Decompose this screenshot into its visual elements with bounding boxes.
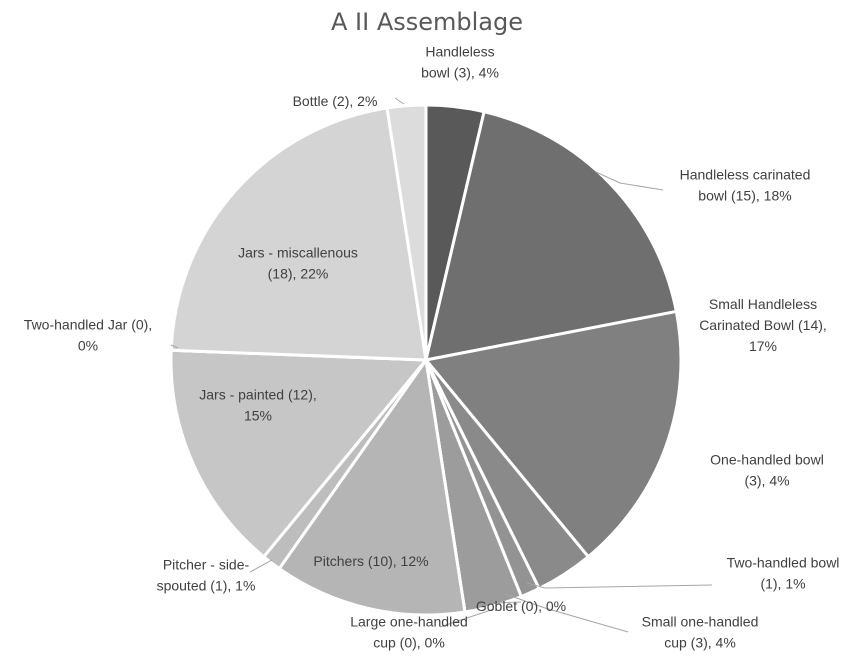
- slice-label-handleless-carinated-bowl: Handleless carinated bowl (15), 18%: [680, 167, 811, 204]
- slice-label-handleless-bowl: Handleless bowl (3), 4%: [421, 44, 499, 81]
- pie-slice-small-handleless-carinated-bowl: [423, 309, 683, 559]
- slice-label-line: Jars - miscallenous: [238, 245, 358, 261]
- slice-label-line: bowl (3), 4%: [421, 65, 499, 81]
- slice-label-line: Carinated Bowl (14),: [699, 317, 827, 333]
- chart-title: A II Assemblage: [331, 8, 523, 36]
- slice-label-two-handled-bowl: Two-handled bowl (1), 1%: [727, 555, 840, 592]
- slice-label-pitcher-side-spouted: Pitcher - side-spouted (1), 1%: [157, 557, 256, 594]
- slice-label-line: Bottle (2), 2%: [293, 93, 378, 109]
- pie-slices: [169, 103, 683, 617]
- pie-slice-bottle: [385, 103, 428, 361]
- leader-line-pitcher-side-spouted: [249, 559, 273, 573]
- slice-label-line: Handleless carinated: [680, 167, 811, 183]
- slice-label-line: Pitcher - side-: [163, 557, 250, 573]
- pie-slice-handleless-carinated-bowl: [424, 109, 679, 362]
- slice-label-goblet: Goblet (0), 0%: [476, 598, 566, 614]
- slice-label-small-handleless-carinated-bowl: Small Handleless Carinated Bowl (14), 17%: [699, 296, 827, 354]
- slice-labels: Handleless bowl (3), 4% Handleless carinat…: [24, 44, 840, 651]
- slice-label-line: Two-handled bowl: [727, 555, 840, 571]
- slice-label-bottle: Bottle (2), 2%: [293, 93, 378, 109]
- slice-label-line: cup (3), 4%: [664, 635, 736, 651]
- slice-label-jars-miscallenous: Jars - miscallenous (18), 22%: [238, 245, 358, 282]
- slice-label-line: Two-handled Jar (0),: [24, 317, 152, 333]
- slice-label-line: 17%: [749, 338, 777, 354]
- slice-label-line: 0%: [78, 338, 98, 354]
- slice-label-line: (1), 1%: [760, 576, 805, 592]
- slice-label-line: Goblet (0), 0%: [476, 598, 566, 614]
- leader-line-large-one-handled-cup: [439, 608, 495, 628]
- pie-slice-jars-miscallenous: [169, 106, 428, 362]
- slice-label-line: cup (0), 0%: [373, 635, 445, 651]
- slice-label-one-handled-bowl: One-handled bowl (3), 4%: [710, 452, 824, 489]
- slice-label-line: Large one-handled: [350, 614, 468, 630]
- leader-line-small-one-handled-cup: [504, 593, 629, 633]
- leader-line-two-handled-bowl: [526, 582, 713, 589]
- slice-label-jars-painted: Jars - painted (12), 15%: [199, 387, 317, 424]
- leader-line-goblet: [496, 601, 522, 604]
- slice-label-pitchers: Pitchers (10), 12%: [313, 553, 428, 569]
- slice-label-line: (3), 4%: [744, 473, 789, 489]
- slice-label-line: spouted (1), 1%: [157, 578, 256, 594]
- leader-line-handleless-carinated-bowl: [595, 171, 664, 191]
- leader-lines: [170, 97, 713, 633]
- slice-label-two-handled-jar: Two-handled Jar (0), 0%: [24, 317, 152, 354]
- slice-label-line: Small Handleless: [709, 296, 817, 312]
- slice-label-small-one-handled-cup: Small one-handled cup (3), 4%: [642, 614, 759, 651]
- slice-label-line: Handleless: [425, 44, 494, 60]
- slice-label-line: 15%: [244, 408, 272, 424]
- leader-line-two-handled-jar: [170, 344, 179, 349]
- pie-slice-jars-painted: [169, 348, 430, 559]
- slice-label-large-one-handled-cup: Large one-handled cup (0), 0%: [350, 614, 468, 651]
- slice-label-line: Small one-handled: [642, 614, 759, 630]
- slice-label-line: One-handled bowl: [710, 452, 824, 468]
- slice-label-line: (18), 22%: [268, 266, 329, 282]
- pie-slice-pitchers: [277, 356, 467, 617]
- slice-label-line: Pitchers (10), 12%: [313, 553, 428, 569]
- slice-label-line: Jars - painted (12),: [199, 387, 317, 403]
- leader-line-bottle: [394, 97, 405, 105]
- slice-label-line: bowl (15), 18%: [698, 188, 791, 204]
